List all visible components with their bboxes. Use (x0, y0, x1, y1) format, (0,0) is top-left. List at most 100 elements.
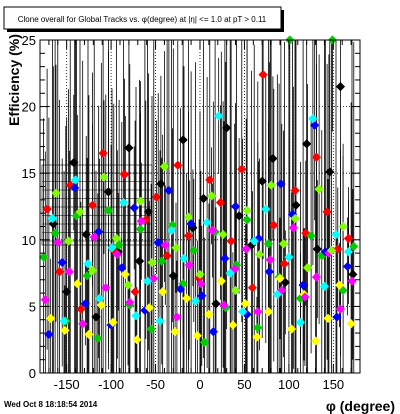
data-point (78, 319, 88, 329)
data-point (348, 269, 358, 280)
data-point (208, 327, 218, 337)
data-point (275, 273, 285, 284)
data-point (222, 123, 232, 133)
chart-title-box (3, 6, 282, 30)
data-point (333, 244, 343, 254)
data-point (75, 207, 85, 217)
data-point (51, 188, 61, 198)
data-point (70, 183, 80, 193)
data-point (346, 319, 356, 329)
data-point (335, 304, 346, 314)
data-point (247, 283, 258, 293)
x-tick-label: -50 (146, 377, 165, 392)
data-point (57, 257, 67, 268)
data-point (134, 256, 145, 266)
data-point (332, 312, 342, 322)
data-point (175, 284, 186, 294)
data-point (216, 276, 226, 286)
data-point (310, 120, 320, 130)
data-point (264, 267, 274, 277)
data-point (44, 329, 54, 339)
data-point (183, 231, 194, 241)
data-point (84, 329, 94, 339)
data-point (325, 167, 335, 177)
data-point (151, 192, 162, 202)
data-point (69, 157, 79, 168)
data-point (342, 261, 353, 272)
data-point (54, 267, 65, 277)
data-point (143, 207, 154, 217)
data-point (179, 253, 189, 264)
x-tick-label: 150 (322, 377, 344, 392)
data-point (197, 291, 207, 301)
x-tick-label: 100 (278, 377, 300, 392)
data-point (302, 139, 312, 149)
y-axis-label: Efficiency (%) (6, 34, 22, 126)
data-point (82, 271, 92, 281)
x-tick-label: 50 (237, 377, 251, 392)
data-point (335, 82, 346, 92)
data-point (215, 197, 226, 208)
data-point (302, 263, 313, 273)
data-point (135, 196, 146, 206)
data-point (324, 248, 334, 258)
data-point (164, 185, 174, 196)
data-point (99, 172, 109, 182)
data-point (123, 280, 133, 290)
data-point (192, 331, 202, 341)
data-point (234, 211, 244, 221)
data-point (131, 311, 141, 321)
data-point (178, 135, 188, 145)
data-point (166, 225, 177, 236)
data-point (144, 303, 154, 313)
chart-title: Clone overall for Global Tracks vs. φ(de… (18, 15, 267, 24)
data-point (238, 307, 248, 317)
data-point (107, 243, 117, 253)
data-point (80, 299, 90, 309)
data-point (190, 296, 201, 306)
data-point (279, 259, 290, 269)
data-point (253, 307, 263, 317)
timestamp-footer: Wed Oct 8 18:18:54 2014 (4, 400, 98, 409)
data-point (93, 333, 103, 343)
plot-area: -150 -100 -50 0 50 100 150 0 5 10 15 20 25 (22, 33, 361, 392)
y-tick-label: 15 (22, 166, 36, 181)
data-point (47, 213, 58, 224)
data-point (87, 265, 98, 276)
data-point (159, 161, 170, 172)
data-point (284, 252, 294, 262)
data-point (160, 240, 170, 250)
data-point (254, 249, 265, 260)
data-point (206, 191, 217, 201)
data-point (263, 239, 274, 249)
data-point (118, 197, 129, 208)
data-point (312, 244, 322, 254)
data-point (199, 337, 210, 347)
data-point (249, 236, 259, 246)
data-point (94, 227, 104, 237)
data-point (158, 287, 168, 297)
data-point (242, 205, 252, 216)
data-point (81, 229, 91, 240)
data-point (286, 324, 297, 334)
data-point (40, 295, 50, 305)
data-point (89, 232, 99, 242)
data-point (214, 111, 224, 121)
data-point (225, 268, 235, 278)
data-point (311, 272, 322, 282)
data-point (300, 292, 310, 302)
data-point (314, 184, 324, 194)
data-point (132, 335, 142, 345)
y-tick-label: 25 (22, 33, 36, 48)
data-point (291, 200, 301, 210)
data-point (186, 219, 196, 229)
data-point (103, 205, 114, 216)
data-point (171, 243, 181, 253)
data-point (242, 309, 252, 319)
data-point (338, 221, 348, 232)
y-tick-label: 0 (29, 366, 36, 381)
data-point (196, 279, 206, 289)
data-point (230, 201, 241, 212)
data-point (103, 187, 114, 197)
